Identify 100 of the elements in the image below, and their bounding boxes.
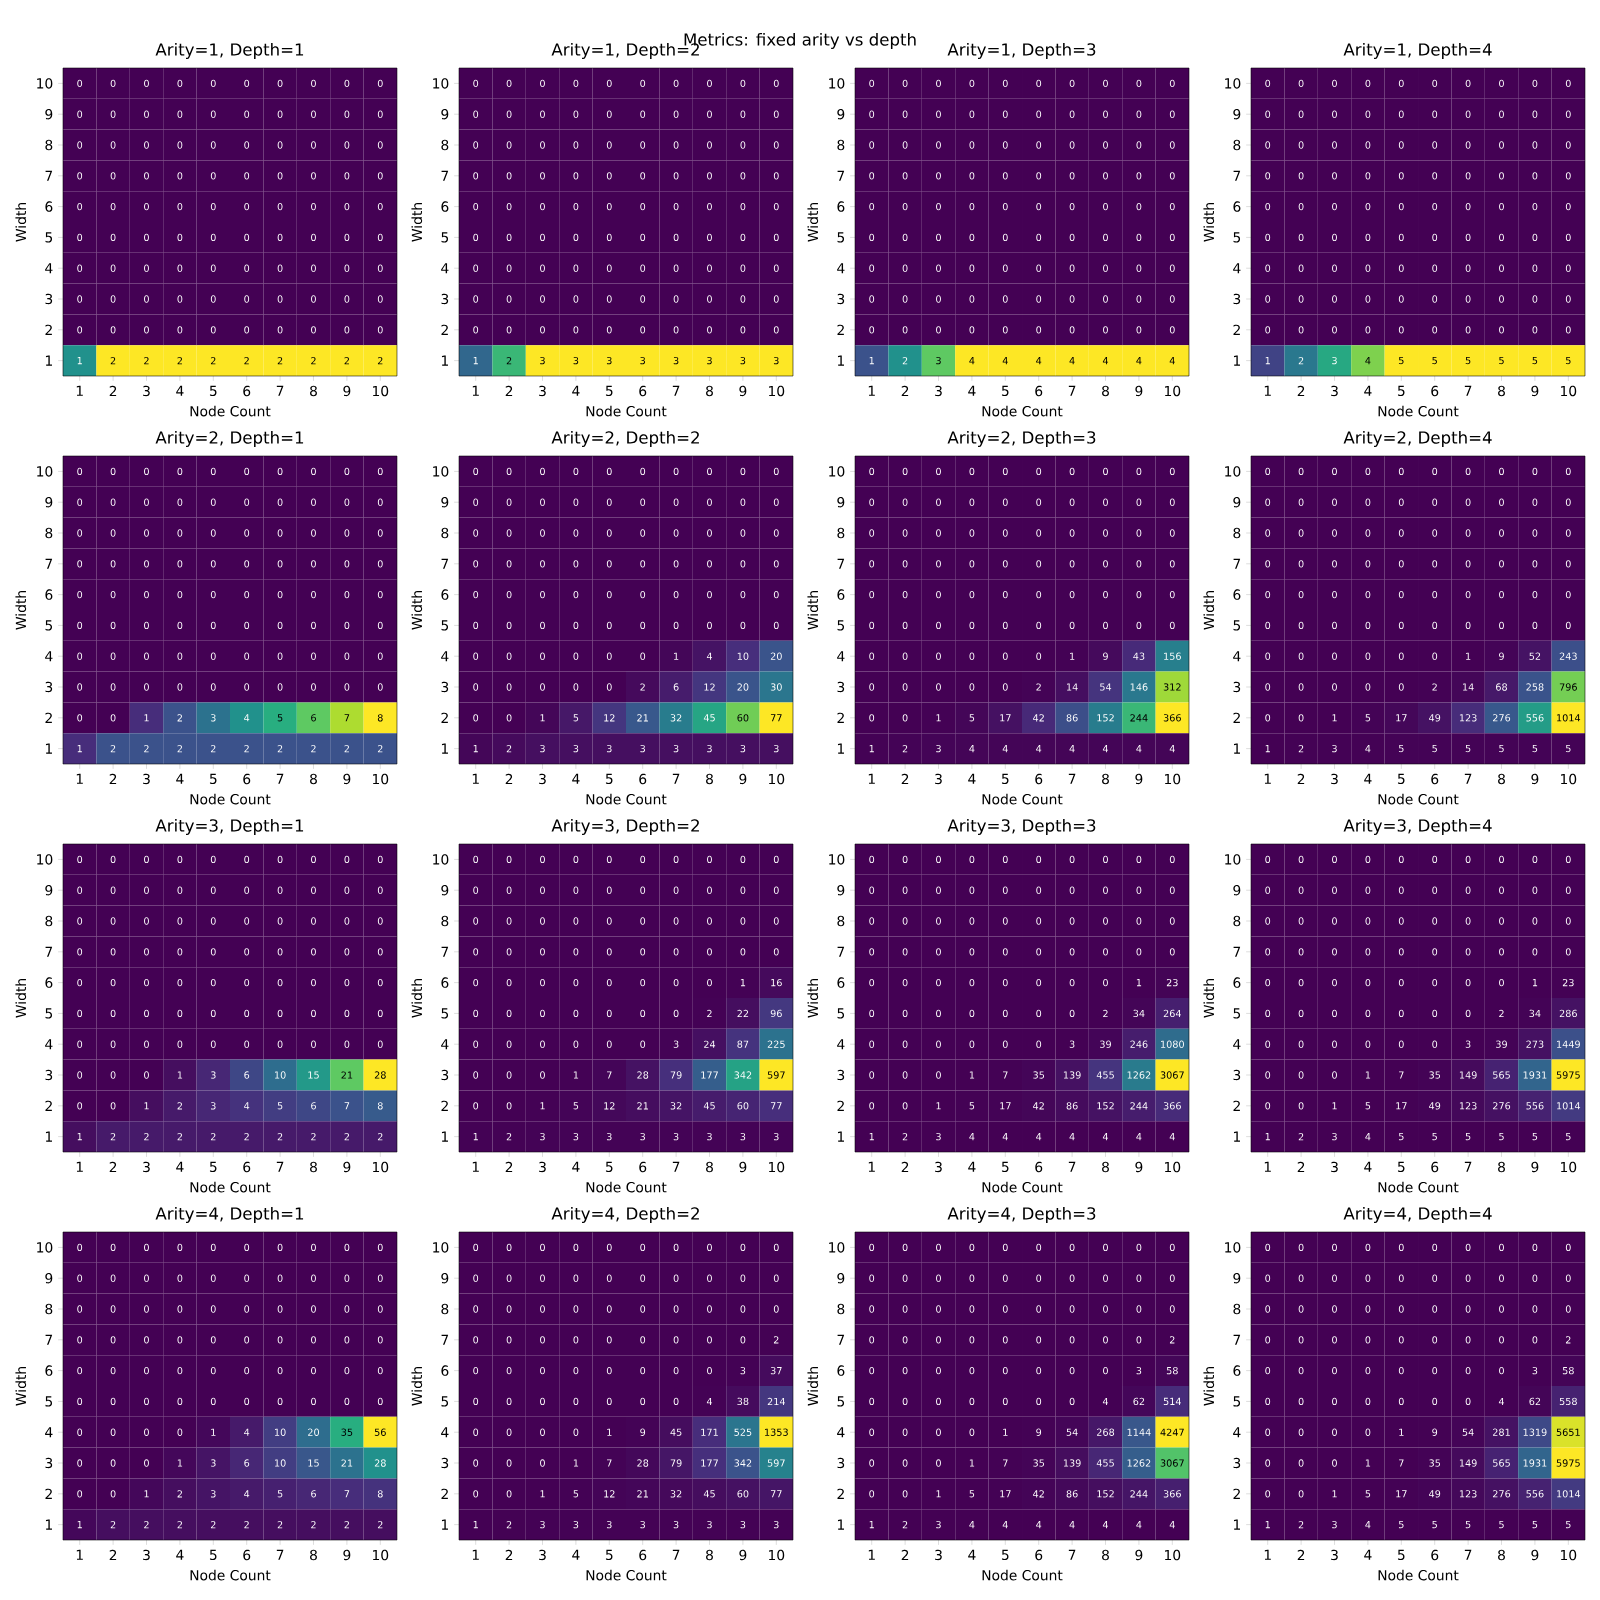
- data-label: 0: [277, 1336, 283, 1344]
- data-label: 0: [1365, 326, 1371, 334]
- y-tick-label: 2: [441, 1100, 448, 1111]
- data-label: 0: [1332, 1274, 1337, 1282]
- data-label: 0: [110, 590, 116, 599]
- data-label: 0: [573, 621, 579, 630]
- data-label: 0: [1432, 560, 1438, 568]
- data-label: 0: [1036, 652, 1042, 660]
- data-label: 1080: [1161, 1040, 1184, 1048]
- data-label: 0: [1069, 1305, 1075, 1313]
- data-label: 0: [311, 652, 316, 660]
- data-label: 0: [1002, 498, 1008, 506]
- data-label: 21: [637, 1102, 648, 1110]
- data-label: 0: [177, 264, 183, 272]
- data-label: 0: [1465, 560, 1471, 568]
- data-label: 0: [1398, 79, 1404, 88]
- data-label: 0: [1169, 1305, 1175, 1313]
- x-axis-title: Node Count: [586, 1569, 667, 1581]
- data-label: 0: [277, 529, 283, 537]
- data-label: 0: [740, 110, 746, 118]
- data-label: 0: [1036, 498, 1042, 506]
- data-label: 0: [1002, 141, 1008, 149]
- data-label: 49: [1429, 714, 1441, 722]
- data-label: 54: [1100, 683, 1112, 691]
- data-label: 8: [377, 714, 383, 722]
- data-label: 0: [1532, 233, 1538, 242]
- y-tick-label: 1: [1233, 1519, 1240, 1530]
- data-label: 0: [573, 1336, 579, 1344]
- data-label: 2: [506, 357, 512, 365]
- data-label: 0: [473, 1243, 479, 1252]
- data-label: 0: [77, 683, 83, 691]
- data-label: 4: [1169, 1133, 1175, 1141]
- x-axis-title: Node Count: [982, 405, 1063, 417]
- data-label: 0: [77, 467, 83, 476]
- data-label: 0: [506, 1366, 512, 1375]
- data-label: 0: [606, 202, 612, 211]
- data-label: 4: [1498, 1397, 1505, 1405]
- data-label: 0: [1169, 295, 1175, 303]
- data-label: 0: [1169, 948, 1175, 956]
- data-label: 77: [770, 1102, 782, 1110]
- x-tick-label: 4: [176, 773, 184, 784]
- data-label: 0: [344, 295, 350, 303]
- data-label: 214: [767, 1397, 785, 1406]
- data-label: 0: [1332, 917, 1337, 925]
- data-label: 0: [177, 202, 183, 211]
- data-label: 0: [1069, 79, 1075, 88]
- data-label: 0: [1499, 560, 1504, 568]
- x-tick-label: 2: [1297, 385, 1305, 397]
- data-label: 0: [1398, 560, 1404, 568]
- data-label: 0: [707, 326, 712, 334]
- data-label: 0: [1398, 295, 1404, 303]
- y-tick-label: 10: [433, 854, 449, 865]
- data-label: 0: [1103, 202, 1108, 211]
- data-label: 0: [773, 233, 779, 242]
- data-label: 1: [473, 745, 478, 753]
- chart-title: Arity=4, Depth=2: [551, 1206, 699, 1223]
- data-label: 0: [640, 1366, 646, 1375]
- data-label: 0: [506, 202, 512, 211]
- data-label: 0: [902, 886, 908, 894]
- data-label: 0: [1365, 621, 1371, 630]
- data-label: 3: [707, 1520, 712, 1529]
- data-label: 0: [969, 1397, 975, 1406]
- data-label: 1: [473, 1521, 478, 1529]
- data-label: 0: [377, 264, 383, 272]
- data-label: 0: [573, 467, 579, 476]
- data-label: 556: [1526, 1490, 1544, 1498]
- data-label: 0: [1169, 202, 1175, 211]
- data-label: 0: [1002, 1305, 1008, 1313]
- data-label: 0: [1136, 172, 1142, 180]
- data-label: 0: [869, 1397, 875, 1406]
- data-label: 0: [277, 1397, 283, 1406]
- data-label: 0: [1036, 1274, 1042, 1282]
- data-label: 565: [1493, 1459, 1510, 1467]
- data-label: 0: [1365, 529, 1371, 537]
- data-label: 0: [1265, 467, 1271, 476]
- data-label: 0: [640, 264, 646, 272]
- x-tick-label: 10: [1165, 385, 1181, 397]
- data-label: 0: [869, 141, 875, 149]
- data-label: 0: [1398, 948, 1404, 956]
- data-label: 0: [1036, 529, 1042, 537]
- data-label: 0: [1069, 1366, 1075, 1375]
- data-label: 0: [540, 590, 545, 599]
- data-label: 0: [773, 560, 779, 568]
- data-label: 0: [1532, 621, 1538, 630]
- data-label: 0: [1265, 1366, 1271, 1375]
- data-label: 0: [1499, 202, 1504, 211]
- data-label: 6: [311, 714, 316, 722]
- data-label: 0: [606, 621, 612, 630]
- data-label: 5: [1499, 357, 1504, 365]
- data-label: 0: [177, 1009, 183, 1018]
- data-label: 0: [1398, 652, 1404, 660]
- data-label: 5: [1499, 1133, 1504, 1141]
- data-label: 0: [377, 652, 383, 660]
- data-label: 0: [210, 202, 216, 211]
- data-label: 0: [1499, 467, 1504, 476]
- data-label: 0: [573, 110, 579, 118]
- data-label: 0: [1432, 855, 1438, 864]
- x-tick-label: 9: [1531, 773, 1539, 785]
- data-label: 0: [210, 141, 216, 149]
- data-label: 0: [1036, 560, 1042, 568]
